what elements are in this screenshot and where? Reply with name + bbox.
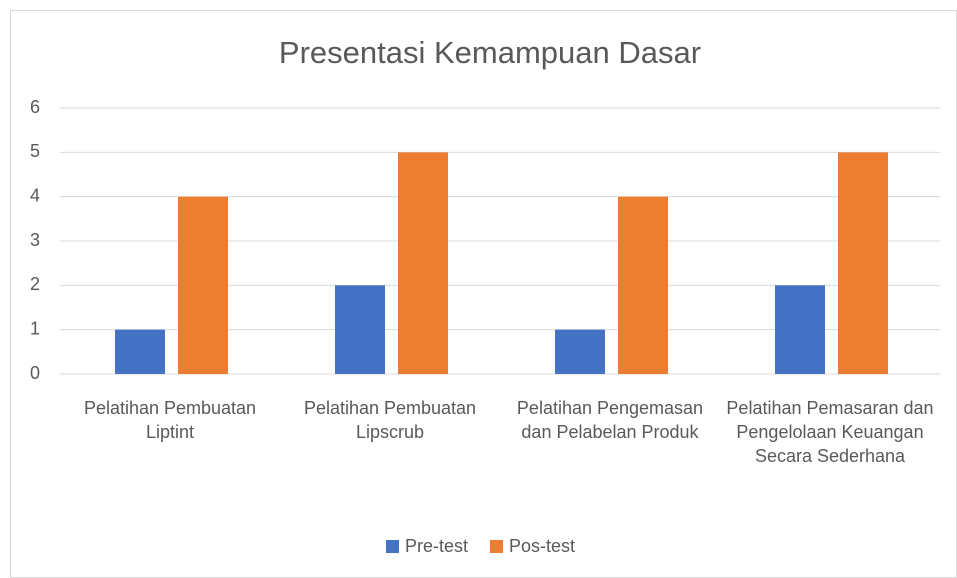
legend-swatch: [386, 540, 399, 553]
y-tick-label: 0: [30, 363, 40, 383]
y-tick-label: 5: [30, 141, 40, 161]
y-tick-label: 6: [30, 97, 40, 117]
legend-label: Pos-test: [509, 536, 576, 556]
legend-swatch: [490, 540, 503, 553]
x-tick-label: Pelatihan Pembuatan Liptint: [83, 398, 257, 442]
legend-item: Pos-test: [490, 536, 575, 557]
bar: [555, 329, 605, 374]
x-tick-label: Pelatihan Pembuatan Lipscrub: [303, 398, 477, 442]
bar: [775, 285, 825, 374]
chart-title: Presentasi Kemampuan Dasar: [279, 35, 701, 70]
y-tick-label: 4: [30, 185, 40, 205]
bar: [115, 329, 165, 374]
y-tick-label: 1: [30, 318, 40, 338]
legend-label: Pre-test: [405, 536, 469, 556]
bar: [618, 196, 668, 374]
bar: [178, 196, 228, 374]
y-tick-label: 3: [30, 230, 40, 250]
legend-item: Pre-test: [386, 536, 468, 557]
bar: [335, 285, 385, 374]
bar: [398, 152, 448, 374]
y-tick-label: 2: [30, 274, 40, 294]
x-tick-label: Pelatihan Pemasaran dan Pengelolaan Keua…: [726, 398, 934, 466]
bar: [838, 152, 888, 374]
x-tick-label: Pelatihan Pengemasan dan Pelabelan Produ…: [516, 398, 704, 442]
